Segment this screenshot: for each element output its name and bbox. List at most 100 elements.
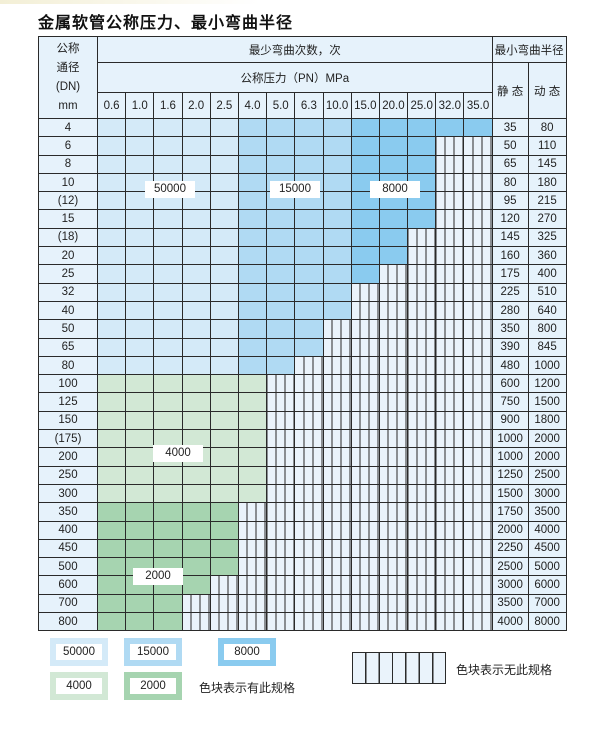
unavailable-cell: [407, 575, 437, 595]
cycles-cell-50000: [125, 264, 155, 284]
dn-cell: (175): [38, 429, 98, 449]
dn-cell: 65: [38, 337, 98, 357]
unavailable-cell: [407, 319, 437, 339]
cycles-cell-50000: [153, 337, 183, 357]
cycles-cell-15000: [237, 172, 268, 193]
unavailable-cell: [463, 374, 493, 394]
unavailable-cell: [407, 337, 437, 357]
static-radius-cell: 50: [491, 136, 529, 156]
unavailable-cell: [350, 612, 380, 632]
unavailable-cell: [407, 355, 437, 376]
static-radius-cell: 3000: [491, 575, 529, 595]
unavailable-cell: [322, 465, 352, 485]
dn-cell: 250: [38, 465, 98, 485]
cycles-cell-15000: [237, 300, 268, 321]
cycles-cell-4000: [209, 392, 239, 412]
static-radius-cell: 2250: [491, 538, 529, 559]
cycles-cell-50000: [181, 337, 211, 357]
cycles-cell-50000: [125, 282, 155, 302]
dn-cell: 4: [38, 117, 98, 138]
unavailable-cell: [407, 538, 437, 559]
unavailable-cell: [294, 465, 324, 485]
pressure-col-header: 5.0: [266, 92, 296, 119]
cycles-cell-15000: [237, 355, 268, 376]
unavailable-cell: [407, 502, 437, 522]
unavailable-cell: [435, 191, 465, 211]
cycles-cell-15000: [322, 209, 352, 229]
region-label-4000: 4000: [153, 445, 203, 462]
dynamic-radius-cell: 1500: [527, 392, 567, 412]
cycles-cell-8000: [407, 154, 437, 174]
dn-cell: 150: [38, 410, 98, 431]
cycles-cell-4000: [237, 374, 268, 394]
unavailable-cell: [378, 374, 409, 394]
cycles-cell-50000: [209, 246, 239, 266]
dn-cell: 200: [38, 447, 98, 467]
unavailable-cell: [322, 374, 352, 394]
dynamic-header: 动 态: [527, 62, 567, 119]
pressure-col-header: 1.0: [125, 92, 155, 119]
static-radius-cell: 1750: [491, 502, 529, 522]
unavailable-cell: [435, 337, 465, 357]
pressure-radius-table: 公称 通径 (DN) mm 最少弯曲次数，次 最小弯曲半径 公称压力（PN）MP…: [38, 36, 567, 632]
cycles-cell-15000: [322, 117, 352, 138]
cycles-cell-50000: [125, 337, 155, 357]
unavailable-cell: [266, 447, 296, 467]
unavailable-cell: [463, 154, 493, 174]
cycles-cell-4000: [125, 465, 155, 485]
dn-header-line: 公称: [56, 42, 80, 55]
unavailable-cell: [322, 538, 352, 559]
dynamic-radius-cell: 3500: [527, 502, 567, 522]
region-label-8000: 8000: [370, 181, 420, 198]
unavailable-cell: [322, 520, 352, 540]
cycles-cell-8000: [350, 227, 380, 248]
cycles-cell-4000: [181, 465, 211, 485]
cycles-cell-4000: [153, 483, 183, 504]
pressure-col-header: 25.0: [407, 92, 437, 119]
cycles-cell-50000: [153, 136, 183, 156]
cycles-cell-8000: [378, 117, 409, 138]
table-row: 350 1750 3500: [38, 502, 567, 522]
cycles-cell-15000: [294, 337, 324, 357]
cycles-cell-50000: [96, 355, 127, 376]
pressure-col-header: 6.3: [294, 92, 324, 119]
cycles-cell-15000: [322, 300, 352, 321]
cycles-cell-4000: [209, 447, 239, 467]
unavailable-cell: [350, 429, 380, 449]
dn-cell: (18): [38, 227, 98, 248]
unavailable-cell: [463, 355, 493, 376]
unavailable-cell: [407, 264, 437, 284]
dynamic-radius-cell: 2000: [527, 447, 567, 467]
table-row: 500 2500 5000: [38, 557, 567, 577]
unavailable-cell: [378, 557, 409, 577]
cycles-cell-50000: [209, 172, 239, 193]
cycles-cell-8000: [378, 227, 409, 248]
dn-cell: 20: [38, 246, 98, 266]
cycles-cell-4000: [96, 483, 127, 504]
unavailable-cell: [463, 264, 493, 284]
dynamic-radius-cell: 360: [527, 246, 567, 266]
static-radius-cell: 350: [491, 319, 529, 339]
cycles-cell-8000: [407, 117, 437, 138]
cycles-cell-8000: [350, 246, 380, 266]
cycles-cell-4000: [181, 374, 211, 394]
static-radius-cell: 280: [491, 300, 529, 321]
unavailable-cell: [463, 191, 493, 211]
unavailable-cell: [350, 410, 380, 431]
dynamic-radius-cell: 4000: [527, 520, 567, 540]
dynamic-radius-cell: 1200: [527, 374, 567, 394]
pressure-col-header: 20.0: [378, 92, 409, 119]
unavailable-cell: [378, 612, 409, 632]
static-header: 静 态: [491, 62, 529, 119]
unavailable-cell: [322, 337, 352, 357]
cycles-cell-2000: [96, 612, 127, 632]
dn-cell: 6: [38, 136, 98, 156]
dynamic-radius-cell: 845: [527, 337, 567, 357]
unavailable-cell: [294, 575, 324, 595]
unavailable-cell: [407, 429, 437, 449]
legend-unavailable-text: 色块表示无此规格: [456, 663, 553, 677]
cycles-cell-50000: [96, 227, 127, 248]
unavailable-cell: [294, 557, 324, 577]
dn-header-line: mm: [58, 99, 78, 112]
unavailable-cell: [435, 557, 465, 577]
